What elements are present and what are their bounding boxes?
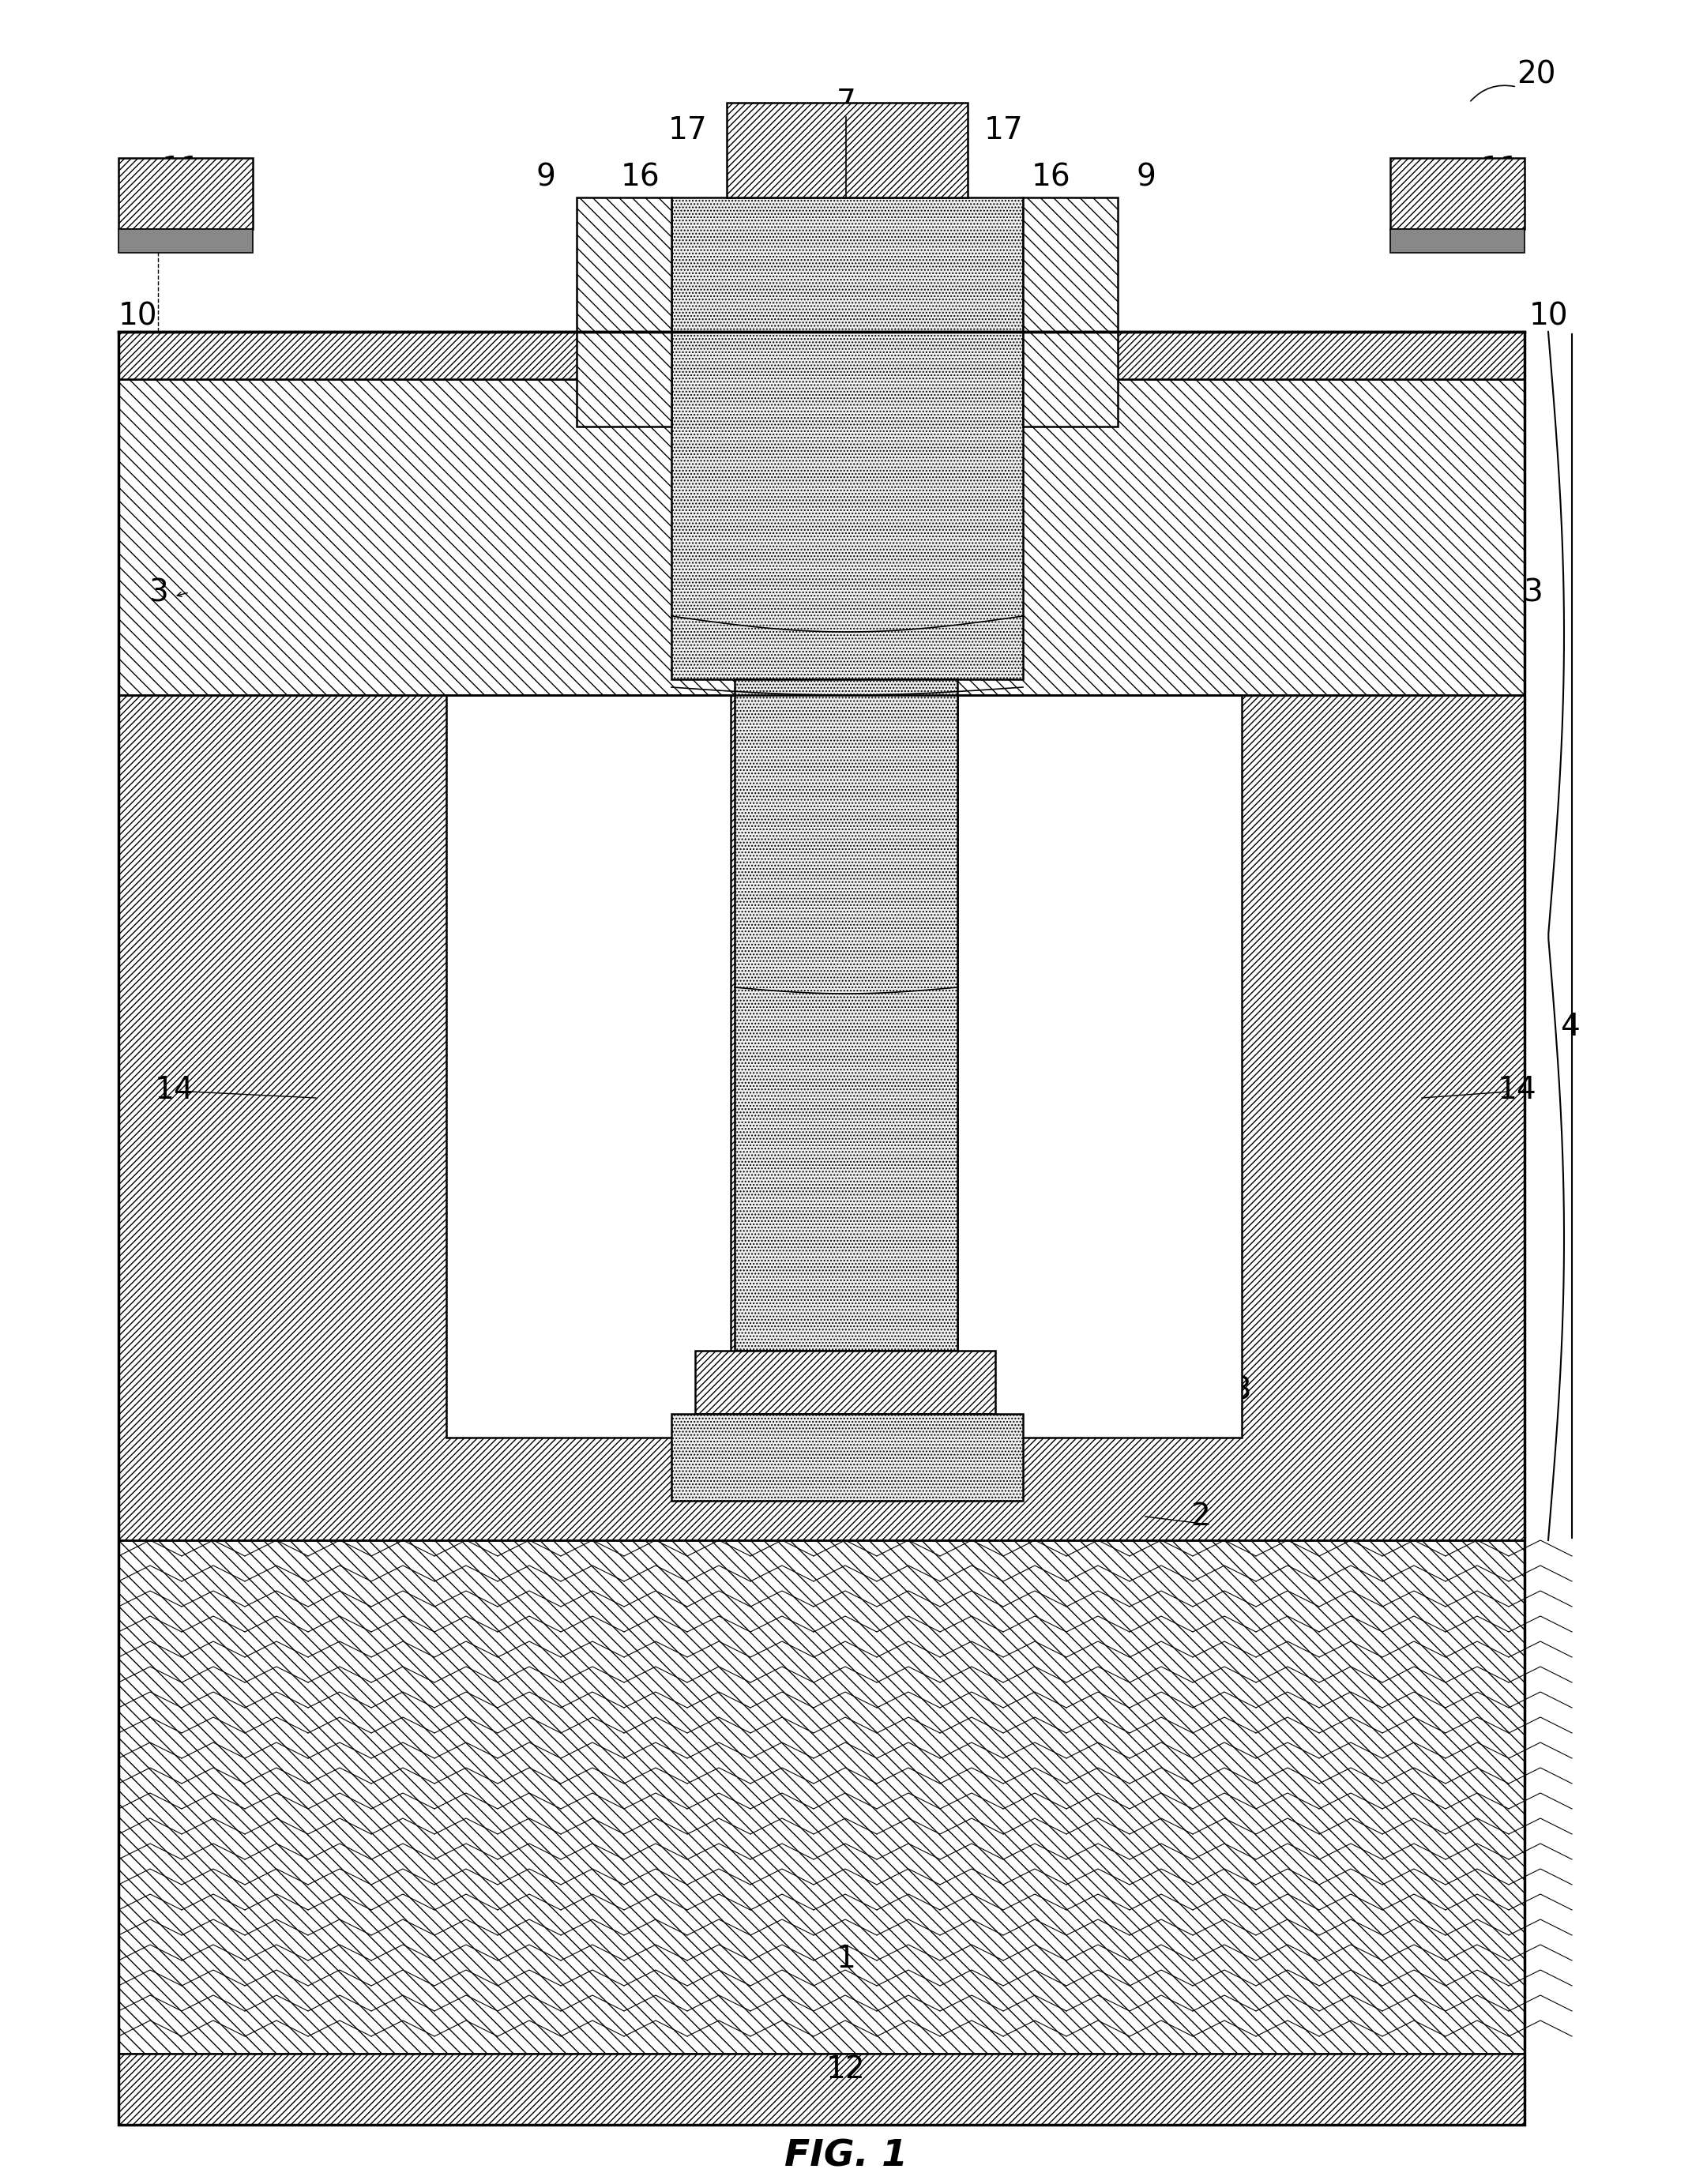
Text: 17: 17 [985, 116, 1024, 146]
Bar [118, 157, 252, 229]
Bar [695, 1350, 995, 1413]
Text: 11: 11 [162, 155, 201, 186]
Text: 16: 16 [1032, 164, 1071, 192]
Text: 3: 3 [1523, 577, 1541, 607]
Text: 13: 13 [1213, 1376, 1252, 1404]
Text: 17: 17 [668, 116, 707, 146]
Text: 3: 3 [149, 577, 168, 607]
Text: 11: 11 [1480, 155, 1521, 186]
Text: 14: 14 [1497, 1075, 1536, 1105]
Bar [118, 2053, 1524, 2125]
Text: 12: 12 [826, 2055, 866, 2084]
Text: 2: 2 [1191, 1503, 1210, 1531]
Text: FIG. 1: FIG. 1 [785, 2138, 907, 2173]
Text: 4: 4 [1560, 1011, 1580, 1042]
Text: 10: 10 [118, 301, 157, 332]
Bar [118, 1540, 1524, 2053]
Bar [672, 197, 1024, 679]
Text: 6: 6 [504, 869, 523, 900]
Text: 16: 16 [621, 164, 660, 192]
Text: 5: 5 [836, 845, 856, 876]
Text: 1: 1 [836, 1944, 856, 1974]
Text: 8: 8 [836, 585, 856, 616]
Text: 9: 9 [536, 164, 555, 192]
Text: 10: 10 [1528, 301, 1568, 332]
Bar [118, 332, 1524, 380]
Text: 6a: 6a [827, 668, 865, 699]
Bar [577, 197, 672, 426]
Bar [958, 695, 1242, 1437]
Bar [447, 695, 731, 1437]
Bar [118, 229, 252, 253]
Text: 9: 9 [1137, 164, 1156, 192]
Bar [118, 332, 1524, 1540]
Bar [672, 1413, 1024, 1500]
Text: 6b: 6b [826, 974, 866, 1005]
Text: 20: 20 [1516, 59, 1555, 90]
Text: 6: 6 [1167, 869, 1186, 900]
Text: 7: 7 [836, 87, 856, 118]
Bar [118, 332, 1524, 2125]
Text: 14: 14 [154, 1075, 193, 1105]
Bar [734, 679, 958, 1350]
Bar [728, 103, 968, 197]
Bar [1391, 229, 1524, 253]
Bar [118, 380, 1524, 695]
Bar [1391, 157, 1524, 229]
Bar [1024, 197, 1118, 426]
